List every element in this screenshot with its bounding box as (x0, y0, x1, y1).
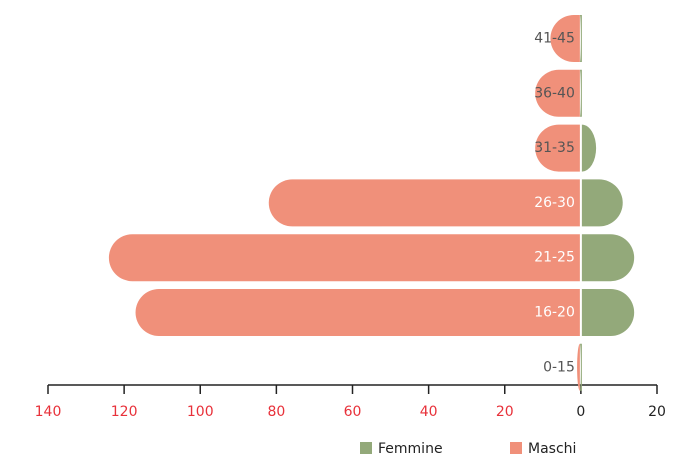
legend-swatch (360, 442, 372, 454)
category-label: 0-15 (543, 359, 575, 375)
legend-label: Maschi (528, 441, 576, 457)
category-label: 36-40 (534, 85, 575, 101)
bar (581, 179, 623, 227)
category-label: 16-20 (534, 305, 575, 321)
bar (550, 15, 580, 62)
bar (268, 179, 580, 227)
x-tick-label: 20 (648, 404, 666, 420)
bar (581, 124, 597, 172)
category-label: 31-35 (534, 140, 575, 156)
category-label: 41-45 (534, 31, 575, 47)
bar (579, 15, 582, 62)
legend-label: Femmine (378, 441, 443, 457)
x-tick-label: 80 (267, 404, 285, 420)
x-tick-label: 100 (187, 404, 214, 420)
bar (135, 289, 580, 336)
legend-swatch (510, 442, 522, 454)
x-tick-label: 60 (344, 404, 362, 420)
category-label: 26-30 (534, 195, 575, 211)
bar (581, 234, 635, 282)
x-tick-label: 20 (496, 404, 514, 420)
bar (535, 69, 580, 117)
x-tick-label: 120 (111, 404, 138, 420)
bar (535, 124, 580, 172)
x-tick-label: 140 (35, 404, 62, 420)
category-label: 21-25 (534, 250, 575, 266)
x-tick-label: 0 (576, 404, 585, 420)
x-tick-label: 40 (420, 404, 438, 420)
bar (579, 69, 582, 117)
bar (108, 234, 580, 282)
bar (581, 289, 635, 336)
bar (577, 343, 580, 391)
bar (579, 343, 582, 391)
